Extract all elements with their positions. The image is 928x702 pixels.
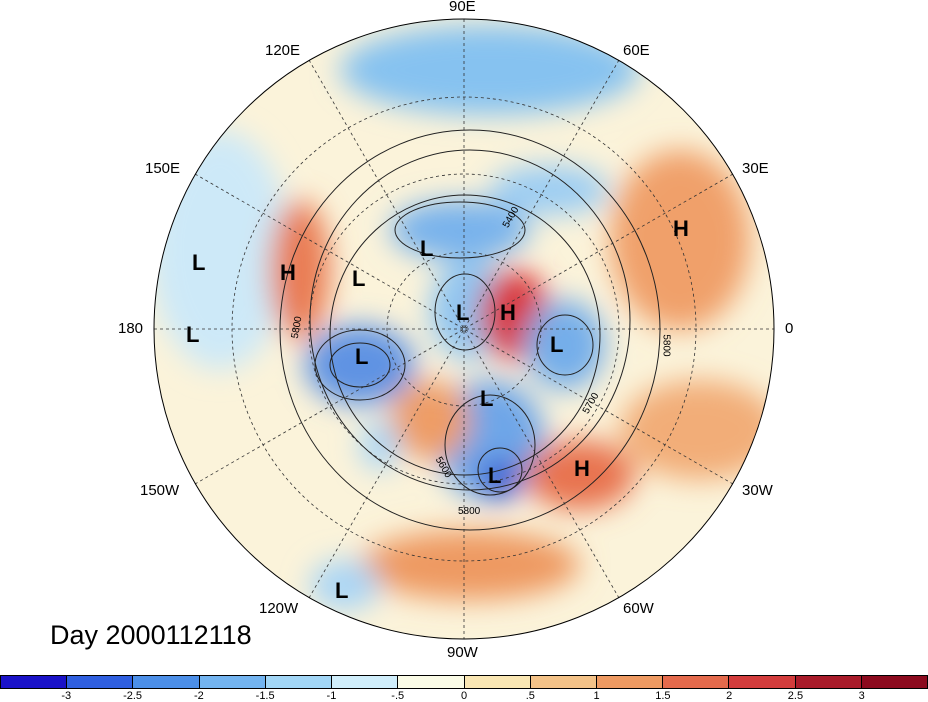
colorbar-tick-label: -1.5 (255, 690, 275, 702)
colorbar (0, 675, 928, 689)
lon-label-90w: 90W (447, 644, 478, 661)
colorbar-swatch (663, 676, 730, 688)
colorbar-tick-label: 0 (460, 690, 468, 702)
map-boundary (153, 18, 775, 640)
pressure-center: L (355, 344, 369, 369)
pressure-center: L (480, 386, 494, 411)
pressure-center: L (335, 578, 349, 603)
lon-label-30w: 30W (742, 482, 773, 499)
pressure-center: L (550, 332, 564, 357)
lon-label-120e: 120E (265, 42, 301, 59)
colorbar-swatch (67, 676, 134, 688)
contour-label: 5800 (458, 506, 481, 517)
colorbar-tick-label: -2 (193, 690, 204, 702)
colorbar-swatch (265, 676, 333, 688)
height-contours (279, 129, 661, 531)
colorbar-swatch (464, 676, 531, 688)
date-label: Day 2000112118 (50, 620, 252, 650)
lon-label-180: 180 (118, 320, 144, 337)
colorbar-tick-label: 1.5 (655, 690, 671, 702)
lon-label-150e: 150E (145, 160, 181, 177)
colorbar-swatch (795, 676, 862, 688)
pressure-center: H (673, 216, 689, 241)
pressure-center: L (420, 236, 434, 261)
colorbar-swatch (133, 676, 200, 688)
colorbar-swatch (861, 676, 928, 688)
lon-label-120w: 120W (259, 600, 299, 617)
lon-label-90e: 90E (449, 0, 476, 15)
lon-label-30e: 30E (742, 160, 769, 177)
colorbar-tick-label: -2.5 (123, 690, 143, 702)
colorbar-swatch (398, 676, 465, 688)
colorbar-swatch (332, 676, 399, 688)
colorbar-tick-label: 2 (726, 690, 733, 702)
lon-label-150w: 150W (140, 482, 180, 499)
pressure-center: H (574, 456, 590, 481)
colorbar-tick-label: -.5 (391, 690, 405, 702)
contour-label: 5800 (660, 334, 672, 357)
pressure-center: H (500, 300, 516, 325)
lon-label-60w: 60W (623, 600, 654, 617)
pressure-center: L (192, 250, 206, 275)
colorbar-tick-label: 2.5 (787, 690, 804, 702)
colorbar-tick-label: 1 (593, 690, 600, 702)
colorbar-tick-label: -1 (326, 690, 337, 702)
pressure-center: L (456, 300, 470, 325)
lon-label-0: 0 (785, 320, 794, 337)
colorbar-swatch (530, 676, 597, 688)
colorbar-tick-label: 3 (858, 690, 865, 702)
colorbar-tick-label: .5 (525, 690, 535, 702)
colorbar-swatch (729, 676, 796, 688)
lon-label-60e: 60E (623, 42, 650, 59)
colorbar-swatch (199, 676, 266, 688)
colorbar-tick-label: -3 (61, 690, 72, 702)
pressure-center: L (488, 463, 502, 488)
pressure-center: L (352, 266, 366, 291)
pressure-center: L (186, 322, 200, 347)
graticule (154, 19, 774, 639)
pressure-center: H (280, 260, 296, 285)
colorbar-swatch (1, 676, 68, 688)
colorbar-swatch (596, 676, 664, 688)
